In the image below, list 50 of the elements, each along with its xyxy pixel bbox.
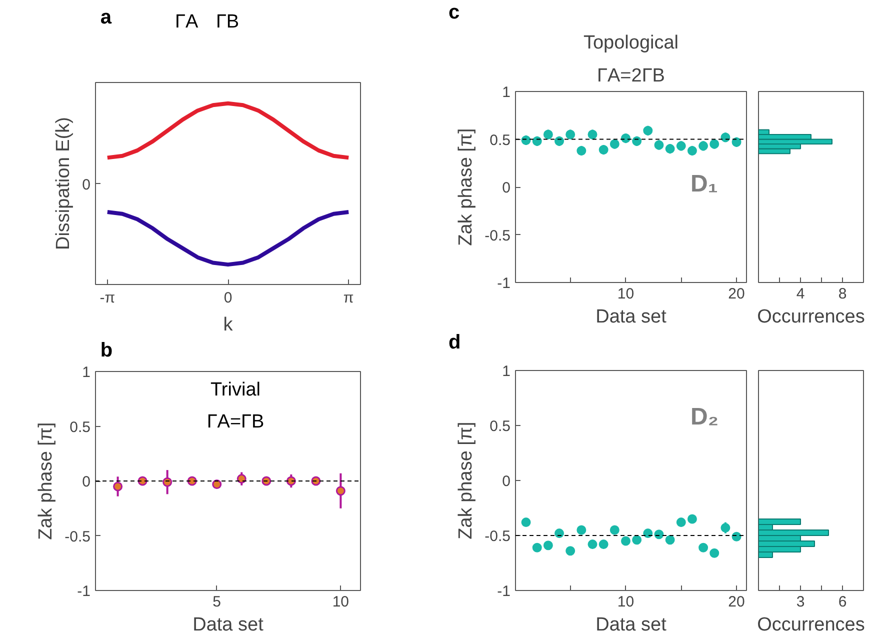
x-tick-label: 8 — [838, 286, 847, 302]
x-tick-label: 10 — [617, 286, 634, 302]
x-axis-title: Data set — [192, 614, 264, 636]
text: b — [100, 340, 113, 362]
y-tick-label: 0.5 — [490, 132, 511, 149]
x-axis-title: Data set — [596, 614, 668, 636]
text: a — [100, 6, 112, 28]
annotation: D₂ — [690, 404, 718, 430]
text: ΓA=ΓB — [206, 412, 264, 432]
y-tick-label: 0.5 — [490, 418, 511, 435]
y-tick-label: -1 — [497, 583, 511, 600]
y-tick-label: -1 — [497, 275, 511, 292]
y-tick-label: -0.5 — [484, 528, 511, 545]
y-tick-label: 1 — [82, 364, 90, 381]
x-axis-title: Data set — [596, 306, 668, 328]
x-axis-title: Occurrences — [757, 306, 865, 328]
x-tick-label: 3 — [796, 594, 805, 610]
x-tick-label: π — [343, 290, 354, 306]
y-axis-title: Zak phase [π] — [36, 422, 57, 540]
text: ΓA — [175, 12, 198, 32]
y-tick-label: 0 — [502, 473, 510, 490]
x-tick-label: 5 — [212, 594, 222, 610]
x-tick-label: 6 — [838, 594, 847, 610]
y-axis-title: Zak phase [π] — [456, 128, 477, 246]
text: d — [448, 332, 461, 354]
x-tick-label: 20 — [728, 594, 745, 610]
y-tick-label: -0.5 — [484, 227, 511, 244]
x-tick-label: 10 — [617, 594, 634, 610]
annotation: D₁ — [690, 170, 718, 198]
chart-title: Topological — [583, 32, 679, 54]
x-tick-label: 0 — [224, 290, 232, 306]
y-tick-label: 0 — [82, 474, 90, 490]
y-tick-label: 1 — [502, 363, 510, 380]
chart-title: Trivial — [210, 380, 260, 400]
y-tick-label: 0.5 — [70, 418, 91, 436]
x-tick-label: -π — [100, 290, 116, 306]
y-tick-label: -0.5 — [64, 528, 91, 546]
chart-subtitle: ΓA=2ΓB — [597, 66, 665, 86]
y-axis-title: Zak phase [π] — [456, 422, 477, 540]
y-tick-label: -1 — [77, 583, 91, 600]
y-tick-label: 0 — [502, 180, 510, 196]
text: c — [448, 2, 460, 24]
x-tick-label: 20 — [728, 286, 745, 302]
y-tick-label: 1 — [502, 84, 510, 101]
x-tick-label: 10 — [332, 594, 350, 610]
text: ΓB — [216, 12, 240, 32]
x-tick-label: 4 — [796, 286, 805, 302]
x-axis-title: k — [223, 314, 234, 336]
y-axis-title: Dissipation E(k) — [53, 116, 74, 250]
x-axis-title: Occurrences — [757, 614, 865, 636]
